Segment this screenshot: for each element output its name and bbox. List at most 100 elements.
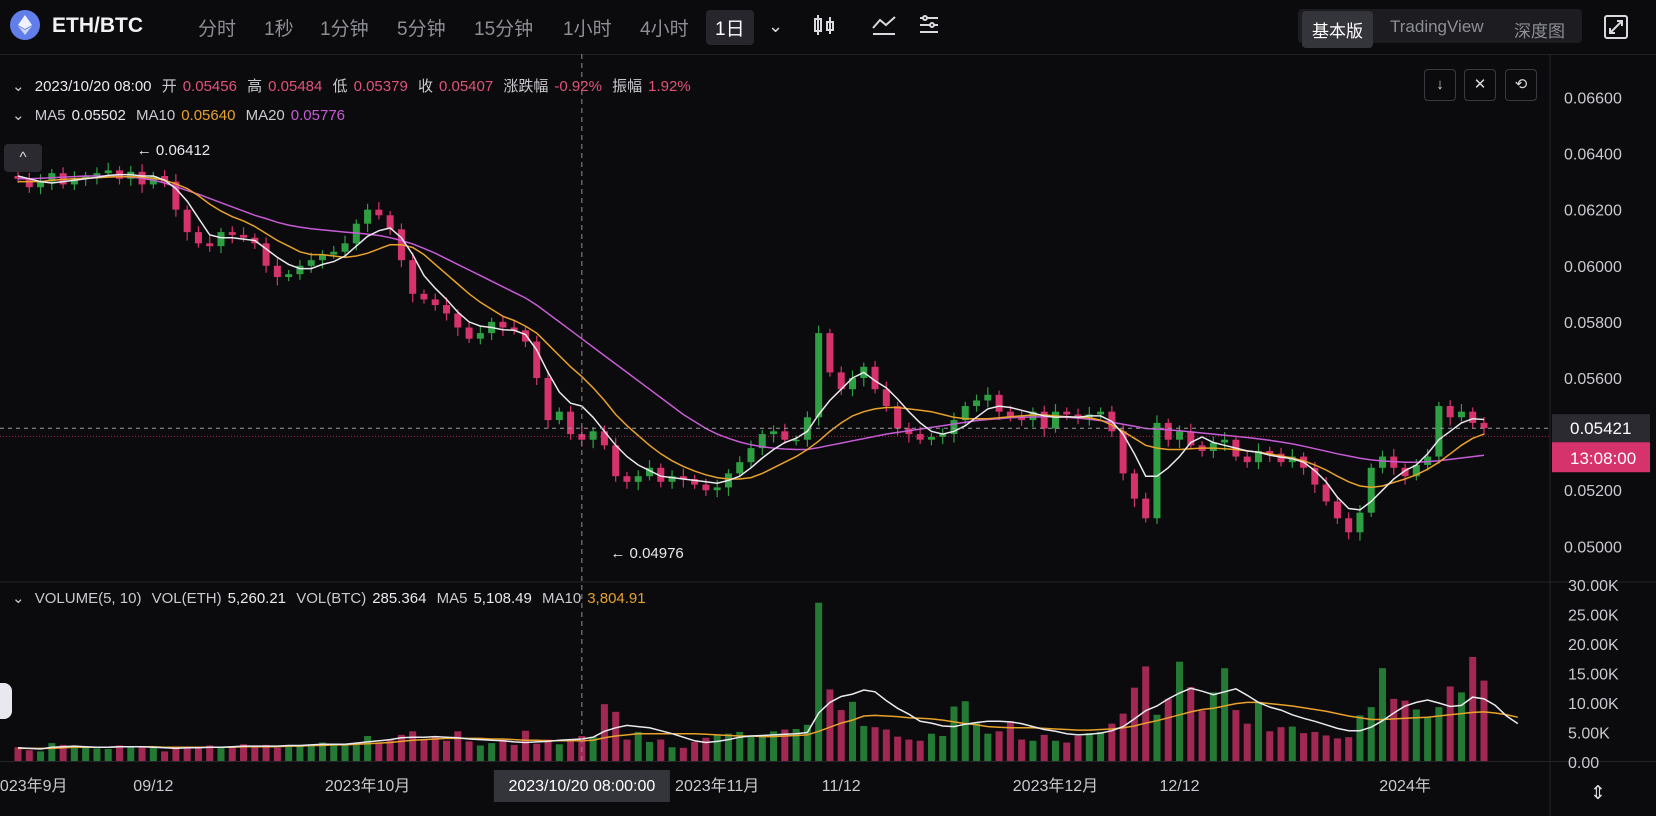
crosshair-date-label: 2023/10/20 08:00:00: [508, 778, 655, 795]
volume-bar: [172, 749, 180, 761]
ma20-value: 0.05776: [290, 107, 346, 124]
candle-body: [1457, 411, 1465, 418]
candle-type-icon[interactable]: [812, 14, 836, 41]
volume-bar: [1209, 692, 1217, 761]
price-tick-label: 0.05600: [1564, 371, 1622, 388]
indicator-icon[interactable]: [872, 14, 896, 41]
tab-15m[interactable]: 15分钟: [474, 19, 534, 40]
candle-body: [939, 434, 947, 437]
amplitude-value: 1.92%: [648, 78, 691, 95]
high-label: 高: [247, 78, 263, 95]
volume-bar: [194, 747, 202, 761]
candle-body: [770, 431, 778, 435]
volume-bar: [1130, 687, 1138, 761]
candle-body: [544, 378, 552, 421]
volume-bar: [476, 745, 484, 761]
candle-body: [1356, 512, 1364, 533]
volume-bar: [488, 743, 496, 761]
candle-body: [1164, 422, 1172, 440]
candle-body: [1379, 456, 1387, 468]
settings-menu-icon[interactable]: [918, 14, 940, 41]
volume-bar: [950, 706, 958, 761]
volume-bar: [70, 746, 78, 761]
x-tick-label: 2023年12月: [1013, 777, 1098, 795]
open-value: 0.05456: [182, 78, 237, 95]
candle-body: [431, 299, 439, 306]
volume-bar: [747, 735, 755, 761]
volume-bar: [882, 729, 890, 761]
change-value: -0.92%: [554, 78, 602, 95]
price-tick-label: 0.05200: [1564, 483, 1622, 500]
candle-body: [1254, 450, 1262, 463]
volume-bar: [1401, 700, 1409, 761]
scroll-down-button[interactable]: ↓: [1424, 69, 1456, 101]
volume-bar: [555, 744, 563, 761]
mode-tradingview[interactable]: TradingView: [1390, 17, 1484, 36]
candle-body: [1333, 501, 1341, 519]
collapse-up-button[interactable]: ^: [4, 144, 42, 172]
tab-1d[interactable]: 1日: [706, 10, 754, 45]
volume-bar: [1322, 735, 1330, 761]
candle-body: [1097, 411, 1105, 415]
fullscreen-icon[interactable]: [1604, 15, 1628, 39]
volume-bar: [1164, 698, 1172, 761]
countdown-label: 13:08:00: [1570, 449, 1636, 468]
volume-bar: [262, 744, 270, 761]
candle-body: [307, 260, 315, 266]
mode-depth[interactable]: 深度图: [1514, 22, 1565, 41]
tab-1s[interactable]: 1秒: [264, 19, 294, 40]
candle-body: [217, 232, 225, 247]
tab-4h[interactable]: 4小时: [640, 19, 689, 40]
x-tick-label: 2023年11月: [675, 777, 759, 795]
candle-body: [612, 445, 620, 477]
candle-body: [1243, 456, 1251, 463]
candle-body: [837, 372, 845, 390]
volume-bar: [713, 735, 721, 761]
volume-bar: [837, 710, 845, 761]
candle-body: [1412, 464, 1420, 477]
volume-bar: [1435, 707, 1443, 761]
candle-body: [465, 327, 473, 339]
volume-bar: [826, 689, 834, 761]
volume-tick-label: 15.00K: [1568, 667, 1619, 684]
candle-body: [194, 232, 202, 244]
candle-body: [882, 389, 890, 407]
scale-toggle-icon[interactable]: ⇕: [1590, 783, 1606, 804]
volume-bar: [1345, 737, 1353, 761]
volume-bar: [1187, 687, 1195, 761]
collapse-button[interactable]: ✕: [1464, 69, 1496, 101]
mode-basic[interactable]: 基本版: [1302, 11, 1373, 48]
volume-bar: [770, 731, 778, 761]
volume-bar: [702, 737, 710, 761]
candle-body: [1040, 411, 1048, 429]
trading-pair-title[interactable]: ETH/BTC: [52, 14, 143, 37]
volume-bar: [973, 723, 981, 761]
candle-body: [183, 209, 191, 233]
chevron-down-icon[interactable]: ⌄: [768, 16, 784, 36]
tab-1m[interactable]: 1分钟: [320, 19, 369, 40]
candle-body: [14, 176, 22, 179]
side-drawer-handle[interactable]: [0, 683, 12, 719]
volume-bar: [183, 746, 191, 761]
volume-bar: [1074, 736, 1082, 761]
candle-body: [679, 476, 687, 479]
volume-bar: [1029, 740, 1037, 761]
reset-view-button[interactable]: ⟲: [1505, 69, 1537, 101]
volume-bar: [1254, 701, 1262, 761]
volume-bar: [1097, 731, 1105, 761]
price-tick-label: 0.05800: [1564, 315, 1622, 332]
candle-body: [240, 234, 248, 238]
candle-body: [736, 462, 744, 474]
candle-body: [206, 243, 214, 247]
tab-timeshare[interactable]: 分时: [198, 19, 237, 40]
tab-1h[interactable]: 1小时: [563, 19, 612, 40]
kline-chart[interactable]: 0.06600 0.06400 0.06200 0.06000 0.05800 0.056…: [0, 54, 1656, 816]
candle-body: [1018, 417, 1026, 421]
volume-bar: [330, 744, 338, 761]
volume-bar: [14, 747, 22, 761]
ohlc-legend: ⌄ 2023/10/20 08:00 开 0.05456 高 0.05484 低 0.…: [12, 75, 697, 96]
volume-bar: [984, 733, 992, 761]
volume-bar: [544, 739, 552, 761]
x-tick-label: 2024年: [1379, 777, 1431, 795]
tab-5m[interactable]: 5分钟: [397, 19, 446, 40]
